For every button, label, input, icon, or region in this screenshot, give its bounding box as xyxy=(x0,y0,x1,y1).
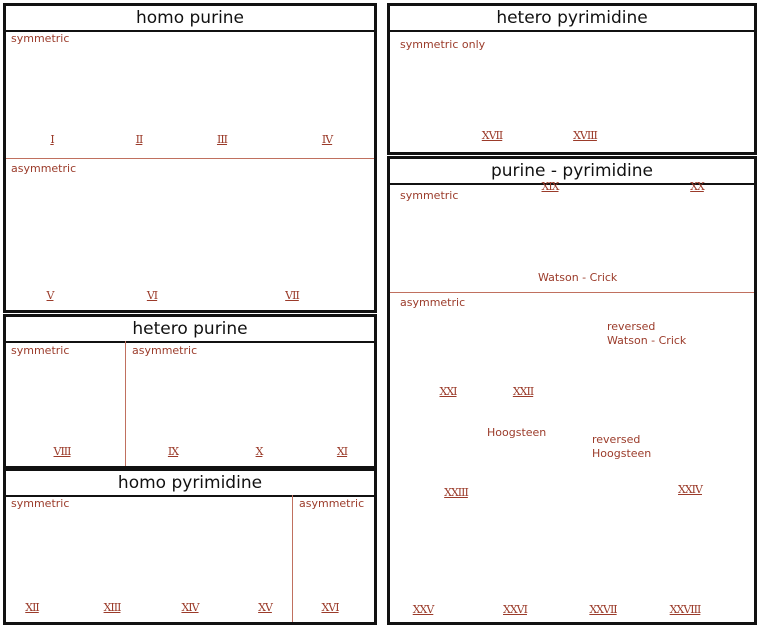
numeral-IV: IV xyxy=(321,133,333,146)
panel-title: purine - pyrimidine xyxy=(390,159,754,185)
divider xyxy=(6,158,374,159)
divider xyxy=(390,292,754,293)
numeral-XVII: XVII xyxy=(481,129,503,142)
numeral-XXIV: XXIV xyxy=(678,483,703,496)
section-label-asymmetric: asymmetric xyxy=(11,162,77,175)
section-label-symmetric: symmetric xyxy=(400,189,459,202)
panel-title: homo purine xyxy=(6,6,374,32)
numeral-XVIII: XVIII xyxy=(573,129,598,142)
panel-purine-pyrimidine: purine - pyrimidine symmetric asymmetric xyxy=(387,156,757,625)
numeral-XI: XI xyxy=(336,445,348,458)
panel-hetero-purine: hetero purine symmetric asymmetric xyxy=(3,314,377,469)
numeral-XIX: XIX xyxy=(541,180,559,193)
panel-title: hetero purine xyxy=(6,317,374,343)
numeral-XXVI: XXVI xyxy=(503,603,528,616)
panel-homo-purine: homo purine symmetric asymmetric xyxy=(3,3,377,313)
section-label-symmetric: symmetric xyxy=(11,344,70,357)
numeral-XII: XII xyxy=(25,601,39,614)
numeral-XVI: XVI xyxy=(321,601,339,614)
panel-title: homo pyrimidine xyxy=(6,471,374,497)
numeral-XX: XX xyxy=(690,180,705,193)
section-label-symmetric-only: symmetric only xyxy=(400,38,486,51)
numeral-I: I xyxy=(50,133,54,146)
label-watson-crick: Watson - Crick xyxy=(538,271,618,284)
label-reversed-hoogsteen-2: Hoogsteen xyxy=(592,447,652,460)
panel-homo-pyrimidine: homo pyrimidine symmetric asymmetric xyxy=(3,468,377,625)
numeral-VIII: VIII xyxy=(53,445,72,458)
numeral-XXI: XXI xyxy=(439,385,457,398)
section-label-symmetric: symmetric xyxy=(11,32,70,45)
numeral-XXVIII: XXVIII xyxy=(669,603,702,616)
numeral-V: V xyxy=(46,289,55,302)
label-reversed-watson-crick-1: reversed xyxy=(607,320,656,333)
section-label-asymmetric: asymmetric xyxy=(299,497,365,510)
numeral-VII: VII xyxy=(285,289,300,302)
numeral-XXII: XXII xyxy=(512,385,534,398)
numeral-II: II xyxy=(135,133,144,146)
numeral-XIII: XIII xyxy=(103,601,122,614)
section-label-asymmetric: asymmetric xyxy=(132,344,198,357)
label-reversed-hoogsteen-1: reversed xyxy=(592,433,641,446)
label-hoogsteen: Hoogsteen xyxy=(487,426,547,439)
numeral-XXIII: XXIII xyxy=(444,486,469,499)
divider xyxy=(292,495,293,622)
divider xyxy=(125,341,126,466)
numeral-XXVII: XXVII xyxy=(589,603,617,616)
section-label-symmetric: symmetric xyxy=(11,497,70,510)
numeral-X: X xyxy=(255,445,264,458)
numeral-III: III xyxy=(216,133,228,146)
numeral-IX: IX xyxy=(167,445,179,458)
panel-hetero-pyrimidine: hetero pyrimidine symmetric only xyxy=(387,3,757,155)
panel-title: hetero pyrimidine xyxy=(390,6,754,32)
label-reversed-watson-crick-2: Watson - Crick xyxy=(607,334,687,347)
numeral-XV: XV xyxy=(258,601,273,614)
numeral-VI: VI xyxy=(146,289,158,302)
section-label-asymmetric: asymmetric xyxy=(400,296,466,309)
numeral-XXV: XXV xyxy=(412,603,435,616)
numeral-XIV: XIV xyxy=(181,601,199,614)
